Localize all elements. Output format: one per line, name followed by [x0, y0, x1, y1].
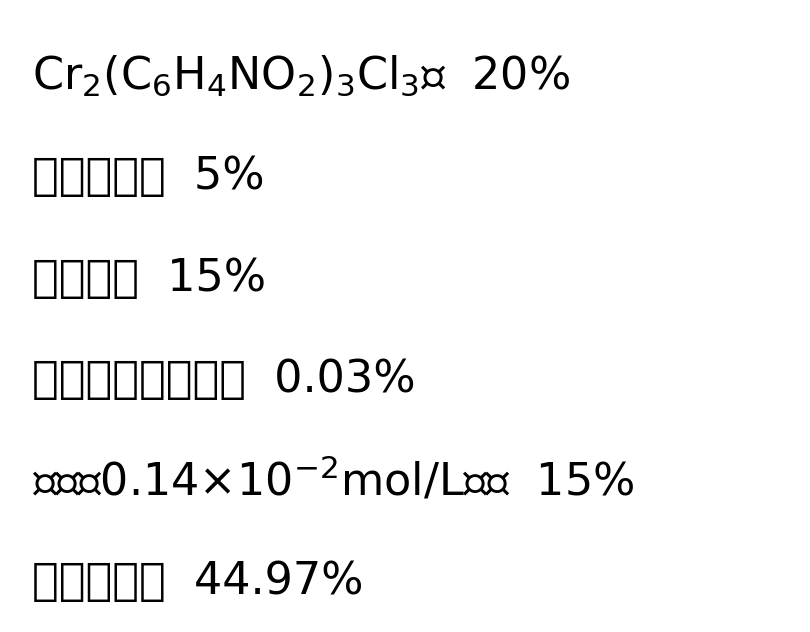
Text: 氨水（0.14×10$^{-2}$mol/L）：  15%: 氨水（0.14×10$^{-2}$mol/L）： 15%	[32, 456, 635, 504]
Text: 丙二酸：  15%: 丙二酸： 15%	[32, 257, 266, 300]
Text: 柠檬酸铝：  5%: 柠檬酸铝： 5%	[32, 155, 265, 198]
Text: $\mathregular{Cr_2(C_6H_4NO_2)_3Cl_3}$：  20%: $\mathregular{Cr_2(C_6H_4NO_2)_3Cl_3}$： …	[32, 54, 570, 98]
Text: 去离子水：  44.97%: 去离子水： 44.97%	[32, 560, 364, 603]
Text: 羚甲基纤维素锤：  0.03%: 羚甲基纤维素锤： 0.03%	[32, 358, 416, 401]
